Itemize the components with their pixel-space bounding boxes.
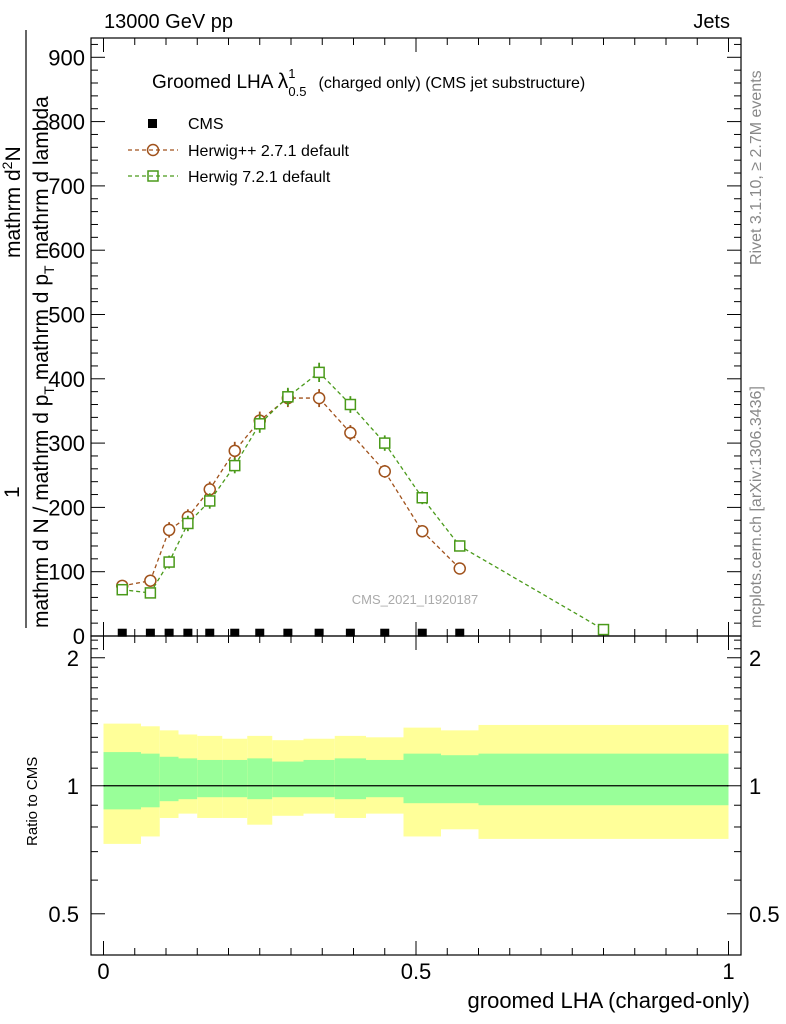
herwig7-point — [182, 517, 194, 530]
ylabel-denominator: mathrm d N / mathrm d pT mathrm d pT mat… — [30, 96, 57, 628]
inner-band-bin — [103, 752, 141, 810]
cms-point — [455, 628, 465, 637]
y-tick-label: 200 — [48, 495, 85, 520]
legend-herwigpp: Herwig++ 2.7.1 default — [128, 143, 350, 160]
legend-label-cms: CMS — [188, 116, 224, 133]
main-panel: 0 100 200 300 400 500 600 700 800 900 — [48, 37, 742, 649]
ratio-y-tick-label: 0.5 — [48, 902, 79, 927]
ratio-y-tick-label: 1 — [67, 774, 79, 799]
legend-label-herwigpp: Herwig++ 2.7.1 default — [188, 143, 350, 160]
ylabel-numerator: mathrm d2N — [0, 146, 25, 258]
herwig7-point — [416, 492, 428, 504]
series-line — [122, 371, 604, 631]
herwigpp-point — [344, 426, 357, 440]
herwigpp-point — [378, 465, 391, 478]
x-tick-label: 0 — [97, 959, 109, 984]
cms-point — [230, 628, 240, 637]
ratio-y-tick-label: 2 — [67, 646, 79, 671]
inner-band-bin — [178, 758, 198, 800]
inner-band-bin — [441, 755, 479, 804]
legend: CMS Herwig++ 2.7.1 default Herwig 7.2.1 … — [128, 116, 350, 186]
ratio-ylabel: Ratio to CMS — [24, 757, 41, 846]
inner-band-bin — [141, 753, 160, 808]
y-tick-label: 700 — [48, 174, 85, 199]
cms-point — [283, 628, 293, 637]
herwig7-point — [204, 495, 216, 507]
herwig7-point — [454, 540, 466, 552]
y-tick-label: 100 — [48, 560, 85, 585]
header-left: 13000 GeV pp — [104, 11, 233, 33]
inner-band-bin — [403, 753, 441, 804]
series-2 — [116, 362, 610, 636]
inner-band-bin — [366, 759, 404, 798]
herwig7-point — [254, 418, 266, 430]
mcplots-label: mcplots.cern.ch [arXiv:1306.3436] — [748, 386, 765, 628]
herwigpp-point — [453, 562, 466, 575]
x-axis-label: groomed LHA (charged-only) — [468, 988, 750, 1013]
y-tick-label: 300 — [48, 431, 85, 456]
main-ylabel: 1 mathrm d N / mathrm d pT mathrm d pT m… — [0, 30, 57, 628]
cms-point — [255, 628, 265, 637]
cms-point — [145, 628, 155, 637]
ratio-panel: 0 0.5 1 0.5 0.5 1 1 2 2 — [48, 635, 780, 984]
inner-band-bin — [197, 759, 223, 798]
y-tick-label: 0 — [73, 624, 85, 649]
herwig7-point — [313, 366, 325, 379]
inner-band-bin — [222, 759, 248, 798]
header-right: Jets — [693, 11, 730, 33]
herwigpp-point — [416, 524, 429, 538]
herwigpp-point — [162, 523, 176, 537]
inner-band-bin — [303, 759, 335, 798]
ratio-y-tick-label-right: 2 — [749, 646, 761, 671]
inner-band-bin — [247, 758, 273, 800]
cms-point — [117, 628, 127, 637]
ratio-y-tick-label-right: 1 — [749, 774, 761, 799]
herwig7-point — [344, 398, 357, 411]
inner-band-bin — [478, 753, 729, 806]
plot-title: Groomed LHA λ1 0.5 (charged only) (CMS jet… — [152, 66, 585, 99]
cms-point — [164, 628, 174, 637]
x-tick-label: 0.5 — [401, 959, 432, 984]
cms-point — [345, 628, 355, 637]
herwig7-point — [144, 587, 157, 599]
herwigpp-point — [203, 483, 216, 496]
herwigpp-point — [312, 391, 326, 405]
herwig7-point — [379, 437, 391, 449]
herwigpp-point — [144, 574, 157, 587]
ratio-y-tick-label-right: 0.5 — [749, 902, 780, 927]
herwig7-point — [163, 556, 175, 568]
x-tick-label: 1 — [722, 959, 734, 984]
herwig7-point — [597, 623, 610, 636]
inner-band-bin — [272, 761, 304, 798]
rivet-label: Rivet 3.1.10, ≥ 2.7M events — [748, 70, 765, 265]
y-tick-label: 800 — [48, 110, 85, 135]
y-tick-label: 400 — [48, 367, 85, 392]
legend-cms: CMS — [148, 116, 224, 133]
cms-point — [205, 628, 215, 637]
cms-point — [417, 628, 427, 637]
inner-band-bin — [334, 758, 366, 800]
inner-band-bin — [159, 756, 179, 802]
cms-point — [380, 628, 390, 637]
legend-herwig7: Herwig 7.2.1 default — [128, 169, 331, 186]
cms-point — [314, 628, 324, 637]
ratio-bands — [103, 723, 729, 844]
ylabel-one: 1 — [1, 486, 24, 498]
herwig7-point — [282, 391, 294, 403]
y-tick-label: 600 — [48, 238, 85, 263]
herwig7-point — [116, 583, 128, 596]
y-tick-label: 500 — [48, 302, 85, 327]
y-tick-label: 900 — [48, 45, 85, 70]
cms-point — [183, 628, 193, 637]
series-0 — [117, 628, 465, 637]
analysis-watermark: CMS_2021_I1920187 — [352, 592, 479, 607]
legend-label-herwig7: Herwig 7.2.1 default — [188, 169, 331, 186]
herwig7-point — [229, 459, 241, 472]
herwigpp-point — [228, 444, 241, 458]
